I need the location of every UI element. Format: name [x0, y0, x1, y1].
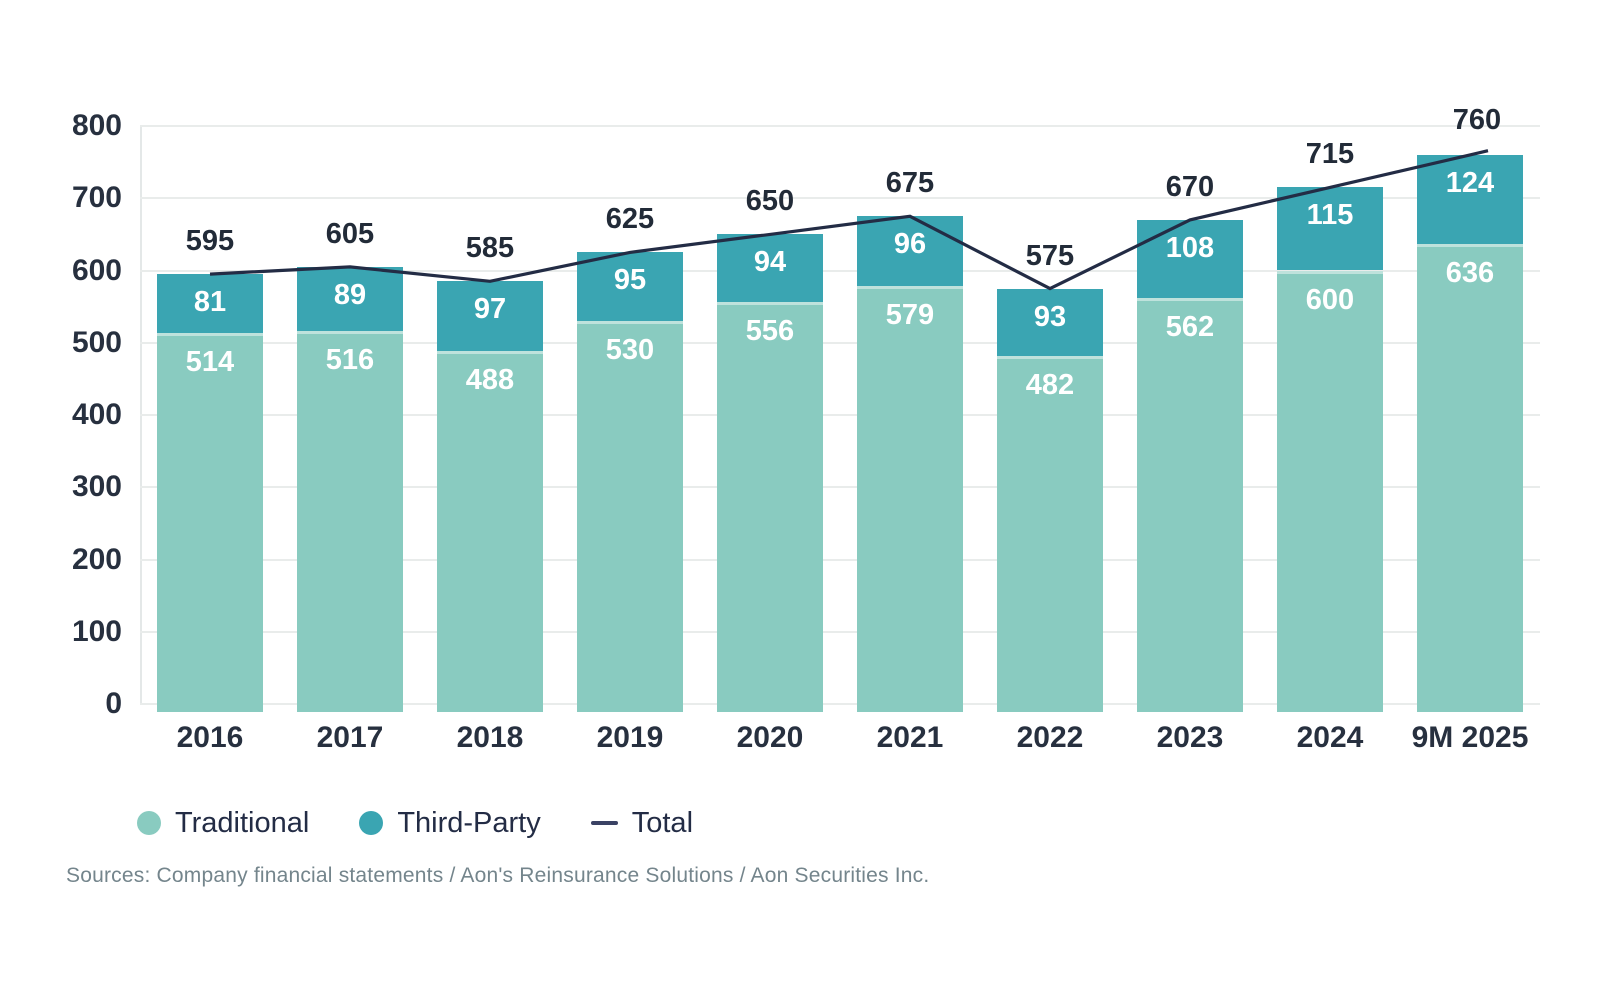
- x-tick-label: 2023: [1156, 721, 1224, 754]
- gridline: [140, 125, 1540, 127]
- sources-note: Sources: Company financial statements / …: [66, 864, 930, 887]
- x-tick-label: 2016: [176, 721, 244, 754]
- traditional-bar-segment: [157, 332, 263, 712]
- third-party-value-label: 108: [1165, 231, 1215, 264]
- traditional-bar-segment: [577, 321, 683, 712]
- traditional-bar-segment: [857, 285, 963, 712]
- x-tick-label: 2019: [596, 721, 664, 754]
- traditional-value-label: 600: [1305, 283, 1355, 316]
- total-value-label: 575: [1025, 239, 1075, 272]
- total-value-label: 760: [1452, 103, 1502, 136]
- x-tick-label: 2020: [736, 721, 804, 754]
- y-tick-label: 200: [71, 542, 122, 576]
- third-party-swatch-icon: [359, 811, 384, 835]
- y-tick-label: 300: [71, 470, 122, 504]
- traditional-bar-segment: [717, 302, 823, 712]
- gridline: [140, 341, 1540, 344]
- x-tick-label: 2018: [456, 721, 524, 754]
- third-party-value-label: 115: [1306, 199, 1354, 232]
- gridline: [140, 486, 1540, 489]
- traditional-swatch-icon: [137, 811, 161, 835]
- y-tick-label: 0: [105, 687, 122, 720]
- total-value-label: 605: [325, 217, 375, 250]
- traditional-value-label: 636: [1445, 257, 1495, 290]
- total-value-label: 585: [465, 232, 515, 265]
- y-tick-label: 800: [71, 109, 122, 142]
- y-tick-label: 700: [71, 181, 122, 215]
- traditional-bar-segment: [1137, 297, 1243, 712]
- legend-item-total: Total: [590, 807, 694, 839]
- third-party-value-label: 124: [1445, 166, 1495, 199]
- traditional-value-label: 482: [1025, 368, 1075, 401]
- third-party-value-label: 94: [753, 246, 787, 279]
- traditional-bar-segment: [437, 351, 543, 712]
- total-value-label: 625: [605, 203, 655, 236]
- third-party-value-label: 97: [473, 293, 507, 326]
- total-value-label: 675: [885, 167, 935, 200]
- traditional-value-label: 488: [465, 364, 515, 397]
- y-tick-label: 600: [71, 253, 122, 287]
- gridline: [140, 558, 1540, 561]
- total-value-label: 595: [185, 225, 235, 258]
- total-value-label: 715: [1305, 138, 1355, 171]
- y-tick-label: 400: [71, 398, 122, 431]
- third-party-bar-segment: [437, 281, 543, 352]
- y-tick-label: 500: [71, 325, 122, 359]
- traditional-value-label: 556: [745, 315, 795, 348]
- gridline: [140, 414, 1540, 416]
- legend-label: Third-Party: [397, 807, 541, 839]
- third-party-value-label: 89: [333, 278, 367, 311]
- third-party-value-label: 81: [193, 286, 227, 319]
- traditional-value-label: 514: [185, 345, 235, 378]
- traditional-value-label: 579: [885, 298, 935, 331]
- traditional-bar-segment: [1417, 244, 1523, 712]
- traditional-bar-segment: [297, 331, 403, 712]
- total-value-label: 670: [1165, 170, 1215, 203]
- legend-item-third-party: Third-Party: [359, 807, 541, 839]
- x-tick-label: 2021: [876, 721, 944, 754]
- x-tick-label: 2017: [316, 721, 384, 754]
- legend-label: Total: [631, 807, 694, 839]
- traditional-value-label: 530: [605, 334, 655, 367]
- gridline: [140, 630, 1540, 633]
- legend-item-traditional: Traditional: [137, 808, 309, 838]
- gridline: [140, 703, 1540, 705]
- total-line-swatch-icon: [590, 821, 618, 825]
- y-tick-label: 100: [71, 614, 122, 648]
- third-party-value-label: 93: [1033, 300, 1067, 333]
- third-party-value-label: 96: [893, 228, 927, 261]
- legend: Traditional Third-Party Total: [137, 808, 693, 838]
- total-value-label: 650: [745, 185, 795, 218]
- third-party-value-label: 95: [613, 264, 647, 297]
- traditional-value-label: 516: [325, 344, 375, 377]
- third-party-bar-segment: [997, 288, 1103, 356]
- x-tick-label: 9M 2025: [1411, 721, 1529, 754]
- traditional-bar-segment: [1277, 270, 1383, 712]
- traditional-bar-segment: [997, 355, 1103, 712]
- traditional-value-label: 562: [1165, 310, 1215, 343]
- x-tick-label: 2024: [1296, 721, 1364, 754]
- x-tick-label: 2022: [1016, 721, 1084, 754]
- legend-label: Traditional: [175, 807, 310, 839]
